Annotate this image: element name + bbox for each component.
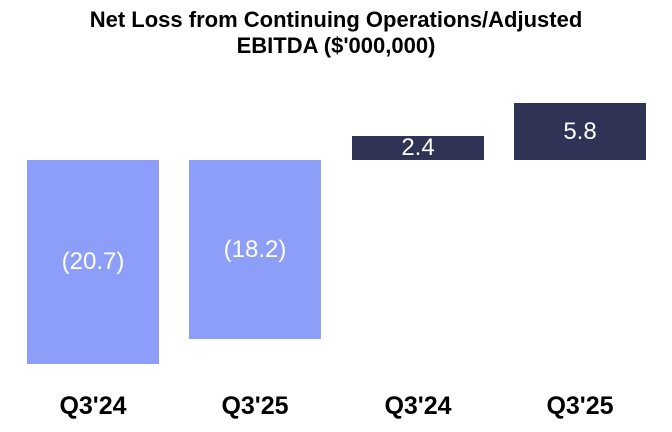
chart-bar: 5.8: [514, 103, 646, 160]
chart-title-line1: Net Loss from Continuing Operations/Adju…: [89, 7, 583, 32]
x-axis-label: Q3'25: [221, 392, 289, 420]
bar-value-label: (18.2): [223, 235, 287, 263]
bar-value-label: (20.7): [61, 248, 125, 275]
bar-value-label: 2.4: [401, 134, 435, 161]
chart-bar: (20.7): [27, 160, 159, 364]
chart-title: Net Loss from Continuing Operations/Adju…: [0, 7, 672, 59]
bar-value-label: 5.8: [563, 117, 597, 145]
chart-title-line2: EBITDA ($'000,000): [236, 33, 436, 58]
x-axis-label: Q3'25: [546, 392, 614, 420]
chart-bar: (18.2): [189, 160, 321, 339]
chart-bar: 2.4: [352, 134, 484, 161]
x-axis-label: Q3'24: [384, 392, 452, 420]
x-axis-label: Q3'24: [59, 392, 127, 420]
